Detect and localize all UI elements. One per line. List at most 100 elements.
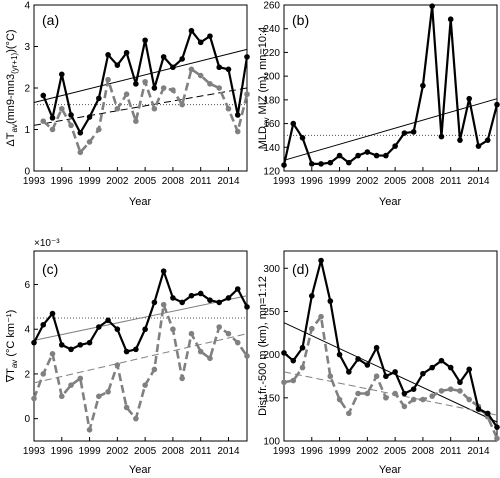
panel-b-series-0-point — [308, 161, 315, 167]
panel-d-ytick-label: 250 — [263, 307, 280, 318]
panel-d-series-1-point — [429, 393, 435, 399]
panel-d-series-1-point — [355, 390, 361, 397]
panel-a-series-0-point — [86, 114, 93, 120]
panel-c-series-0-point — [68, 346, 74, 353]
panel-b-xtick-label: 2011 — [440, 176, 462, 187]
panel-c-series-0-point — [179, 299, 185, 306]
panel-d-xtick-label: 1993 — [273, 446, 296, 457]
panel-a-series-0-point — [160, 54, 167, 60]
panel-c-trend-line — [33, 333, 248, 384]
panel-b-frame — [283, 4, 498, 172]
panel-d-series-1-point — [410, 396, 417, 403]
panel-a-series-1-point — [244, 91, 250, 98]
panel-a-series-0-point — [133, 81, 139, 87]
panel-b-series-0-point — [438, 133, 445, 140]
panel-b-series-0-point — [318, 161, 324, 167]
panel-d-series-0-point — [420, 370, 426, 377]
panel-c-xtick-label: 2011 — [190, 446, 212, 457]
panel-a-series-0-point — [188, 27, 195, 34]
panel-a-series-0-point — [123, 49, 130, 56]
panel-b-series-0-point — [327, 159, 334, 166]
panel-c-series-1-point — [114, 362, 121, 368]
panel-a-xtick-label: 1999 — [78, 176, 101, 187]
panel-a-series-1-point — [188, 66, 195, 73]
panel-a-series-0-point — [234, 112, 241, 118]
panel-c-series-1-point — [216, 324, 223, 330]
panel-a-ytick-label: 1 — [24, 125, 30, 136]
panel-b-series-0-point — [410, 129, 417, 135]
panel-d-xtick-label: 2005 — [384, 446, 407, 457]
panel-a-series-1-point — [142, 78, 148, 85]
panel-c-series-0-point — [216, 299, 223, 306]
panel-a-series-1-point — [58, 105, 65, 112]
panel-b-ytick-label: 140 — [263, 143, 280, 154]
panel-a-ylabel: ΔTav(mn9-mn3(yr+1))(°C) — [5, 29, 19, 146]
panel-d-series-0-point — [484, 410, 491, 417]
panel-d-series-0-point — [308, 293, 315, 299]
panel-c-series-1-point — [170, 326, 176, 333]
panel-a-xtick-label: 2002 — [106, 176, 129, 187]
panel-d-ytick-label: 200 — [263, 350, 280, 361]
panel-c-xtick-label: 1993 — [23, 446, 46, 457]
panel-c-xlabel: Year — [129, 464, 152, 476]
panel-c-series-1-point — [49, 351, 56, 357]
panel-a-series-0-point — [179, 56, 185, 62]
panel-b-series-0-point — [290, 120, 297, 127]
panel-b-series-line-0 — [282, 5, 499, 166]
panel-a-trend-line — [33, 87, 248, 126]
panel-d-xtick-label: 1996 — [301, 446, 324, 457]
panel-c-series-1-point — [234, 339, 241, 346]
panel-d-series-0-point — [410, 386, 417, 392]
panel-a-series-0-point — [105, 52, 111, 58]
panel-a-series-0-point — [151, 85, 158, 91]
panel-c-series-1-point — [244, 353, 250, 359]
panel-a-series-1-point — [123, 91, 130, 98]
panel-d-series-0-point — [457, 379, 463, 386]
panel-b-series — [281, 3, 500, 172]
panel-d-series-1-point — [318, 313, 324, 320]
panel-b-series-0-point — [484, 137, 491, 143]
panel-c-series-1-point — [105, 389, 111, 395]
panel-b-series-0-point — [494, 101, 500, 108]
panel-d-series-0-point — [447, 364, 454, 371]
panel-d-series-0-point — [346, 369, 352, 375]
panel-a-series-1-point — [105, 76, 111, 83]
panel-a-series-1-point — [133, 118, 139, 124]
panel-c-series-line-1 — [32, 303, 249, 432]
panel-d-trend-line — [283, 371, 498, 416]
panel-d-series-0-point — [318, 257, 324, 264]
panel-a-series-1-point — [225, 105, 232, 112]
panel-b-xlabel: Year — [379, 196, 402, 208]
panel-c-series-1-point — [68, 382, 74, 388]
panel-b-series-0-point — [420, 82, 426, 89]
panel-a-series-1-point — [160, 85, 167, 91]
panel-d-series-0-point — [429, 364, 435, 371]
panel-b-series-0-point — [475, 143, 482, 149]
panel-a-xlabel: Year — [129, 196, 152, 208]
panel-b-series-0-point — [429, 3, 435, 9]
panel-a-xtick-label: 2005 — [134, 176, 157, 187]
panel-b-series-0-point — [466, 95, 473, 102]
panel-a-trend-line — [33, 48, 248, 104]
panel-d-series-1-point — [420, 396, 426, 403]
panel-c-ytick-label: 4 — [24, 325, 30, 336]
panel-a-series-0-point — [170, 64, 176, 71]
panel-c-series-1-point — [197, 348, 204, 355]
panel-c-label: (c) — [42, 261, 58, 277]
panel-d-series — [281, 257, 500, 442]
panel-c-xtick-label: 2002 — [106, 446, 129, 457]
panel-d-series-0-point — [475, 406, 482, 412]
panel-d-series-0-point — [355, 356, 361, 362]
panel-d-xtick-label: 1999 — [328, 446, 351, 457]
panel-b-series-0-point — [392, 143, 398, 149]
panel-c-frame — [33, 250, 248, 442]
panel-a-ytick-label: 2 — [24, 84, 30, 95]
panel-a-series-0-point — [207, 33, 213, 39]
panel-c-series-0-point — [31, 339, 37, 346]
panel-d-series-0-point — [281, 350, 287, 356]
panel-b-ytick-label: 200 — [263, 72, 280, 83]
panel-d-frame — [283, 250, 498, 442]
panel-b-xtick-label: 2008 — [412, 176, 435, 187]
panel-d: (d) Dist.fr.-500 m (km), mn=1:12 Year — [257, 250, 500, 476]
panel-d-series-1-point — [290, 377, 297, 384]
